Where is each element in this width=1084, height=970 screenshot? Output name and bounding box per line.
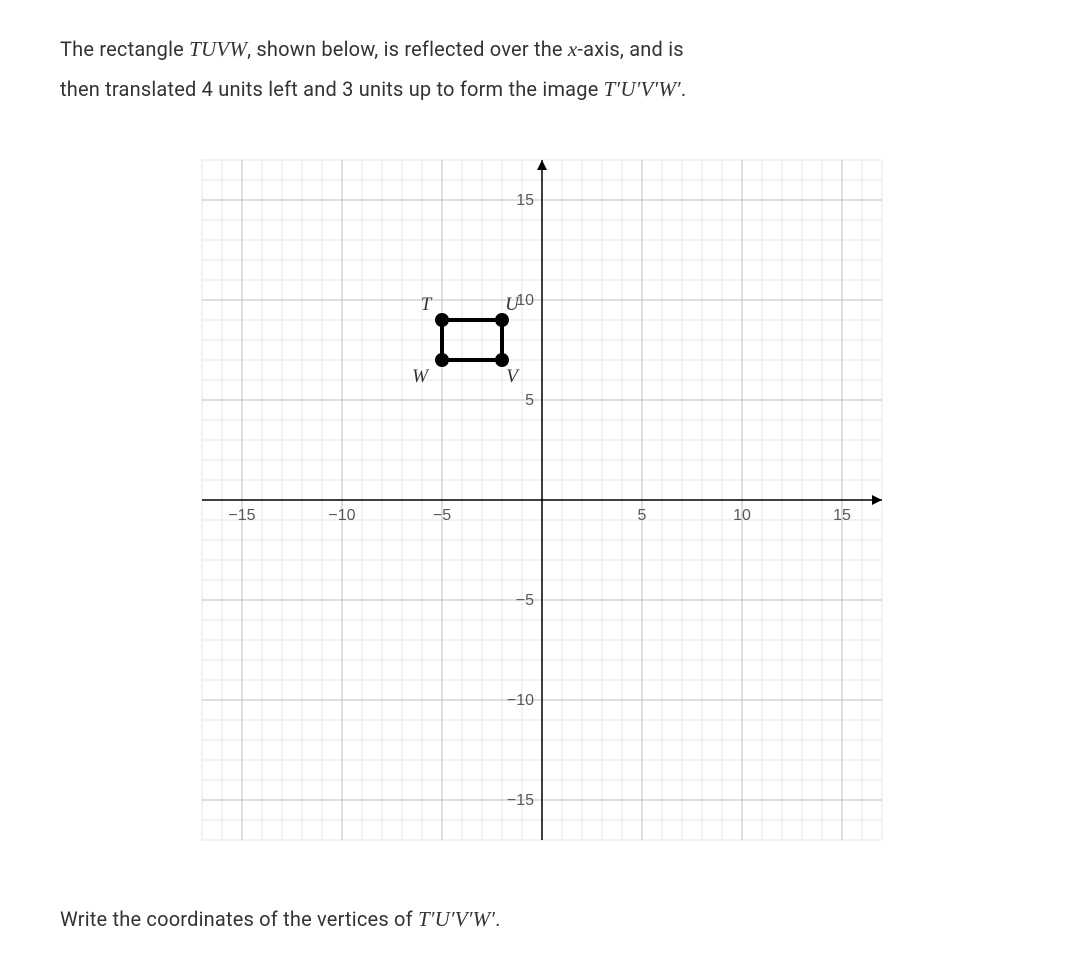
svg-text:10: 10 (516, 292, 534, 309)
x-var: x (568, 37, 578, 61)
problem-text-1b: , shown below, is reflected over the (247, 37, 568, 61)
svg-text:5: 5 (525, 392, 534, 409)
svg-text:W: W (412, 366, 430, 387)
svg-text:5: 5 (638, 507, 647, 524)
problem-text-2a: then translated 4 units left and 3 units… (60, 77, 604, 101)
prompt-var: T′U′V′W′ (418, 907, 495, 931)
problem-text-2b: . (681, 77, 686, 101)
rect-name: TUVW (189, 37, 247, 61)
svg-text:−10: −10 (328, 507, 355, 524)
question-prompt: Write the coordinates of the vertices of… (60, 900, 1024, 940)
prompt-post: . (495, 907, 500, 931)
svg-text:−15: −15 (507, 792, 534, 809)
svg-text:15: 15 (516, 192, 534, 209)
svg-text:15: 15 (833, 507, 851, 524)
graph-container: −15−10−551015−15−10−551015TUVW (60, 140, 1024, 860)
problem-text-1c: -axis, and is (577, 37, 683, 61)
svg-text:−5: −5 (433, 507, 451, 524)
prompt-pre: Write the coordinates of the vertices of (60, 907, 418, 931)
svg-text:U: U (505, 294, 520, 315)
svg-text:−15: −15 (228, 507, 255, 524)
svg-text:−10: −10 (507, 692, 534, 709)
svg-text:10: 10 (733, 507, 751, 524)
svg-text:T: T (421, 294, 433, 315)
problem-text-1a: The rectangle (60, 37, 189, 61)
image-name: T′U′V′W′ (604, 77, 681, 101)
svg-text:−5: −5 (516, 592, 534, 609)
problem-statement: The rectangle TUVW, shown below, is refl… (60, 30, 1024, 110)
coordinate-graph: −15−10−551015−15−10−551015TUVW (182, 140, 902, 860)
